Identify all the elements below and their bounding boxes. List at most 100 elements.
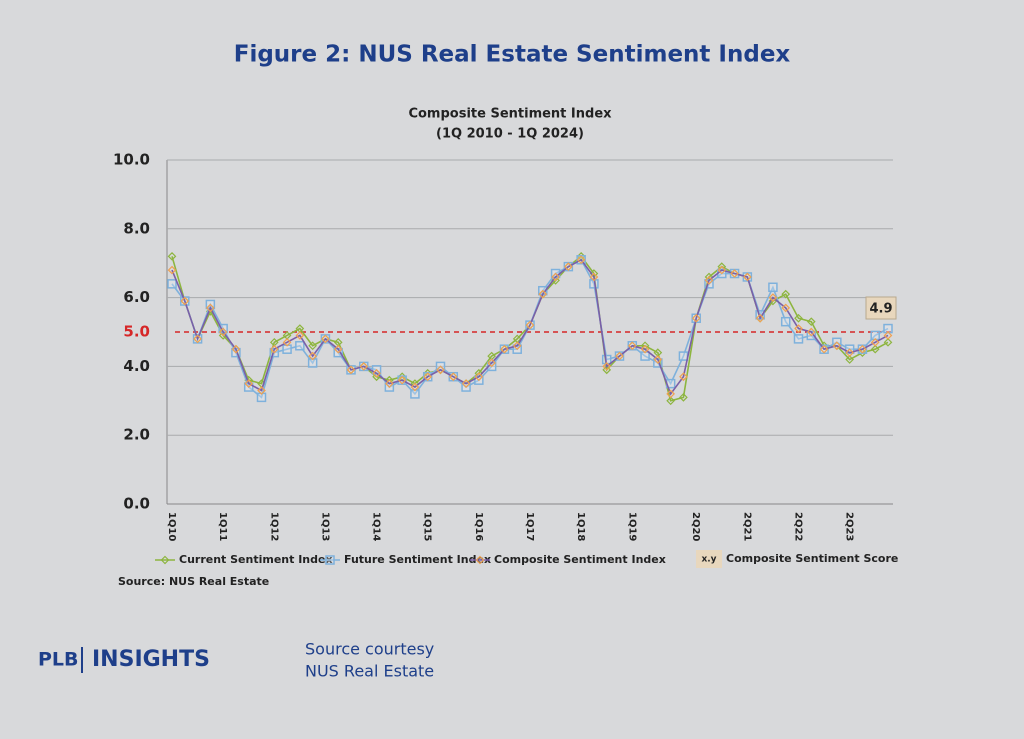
data-point <box>845 355 854 364</box>
data-point <box>372 368 381 378</box>
data-point <box>346 365 356 375</box>
data-point <box>218 327 228 337</box>
data-point <box>602 365 612 375</box>
x-tick-label: 2Q22 <box>793 512 804 541</box>
data-point <box>666 396 675 406</box>
data-point <box>410 382 420 392</box>
data-point <box>167 279 177 289</box>
data-point <box>500 344 509 354</box>
data-point <box>768 293 778 302</box>
data-point <box>691 313 701 323</box>
data-point <box>269 344 279 354</box>
data-point <box>870 337 880 347</box>
data-point <box>487 358 496 368</box>
data-point <box>551 272 560 282</box>
data-point <box>231 344 241 354</box>
data-point <box>781 289 791 299</box>
data-point <box>615 351 624 361</box>
data-point <box>819 344 829 354</box>
data-point <box>308 341 317 351</box>
annotation-box <box>865 296 897 320</box>
data-point <box>461 379 471 388</box>
data-point <box>794 324 803 333</box>
data-point <box>512 341 522 351</box>
x-tick-label: 2Q23 <box>844 512 855 541</box>
data-point <box>794 313 803 323</box>
x-tick-label: 1Q12 <box>268 512 279 541</box>
source-note: Source: NUS Real Estate <box>118 575 269 588</box>
x-tick-label: 1Q18 <box>575 512 586 541</box>
data-point <box>167 251 177 261</box>
data-point <box>576 255 586 265</box>
data-point <box>806 327 816 337</box>
data-point <box>295 331 305 340</box>
data-point <box>679 393 688 402</box>
data-point <box>678 351 689 361</box>
data-point <box>730 269 739 278</box>
legend-label: Future Sentiment Index <box>344 553 491 566</box>
data-point <box>244 379 254 388</box>
y-tick-label: 8.0 <box>123 219 150 237</box>
data-point <box>282 337 292 347</box>
data-point <box>768 282 778 293</box>
credit-line: Source courtesy <box>305 640 434 659</box>
data-point <box>653 355 663 364</box>
data-point <box>858 344 867 354</box>
chart-subtitle: (1Q 2010 - 1Q 2024) <box>436 127 584 142</box>
data-point <box>781 303 791 313</box>
data-point <box>525 320 535 330</box>
legend-marker <box>160 555 170 565</box>
y-tick-label: 4.0 <box>123 357 150 375</box>
x-tick-label: 1Q14 <box>371 512 382 541</box>
credit-line: NUS Real Estate <box>305 662 434 681</box>
y-tick-label: 2.0 <box>123 426 150 444</box>
data-point <box>832 341 842 351</box>
x-tick-label: 1Q16 <box>473 512 484 541</box>
data-point <box>385 379 394 388</box>
data-point <box>793 334 804 344</box>
data-point <box>589 272 599 282</box>
y-tick-label: 0.0 <box>123 495 150 513</box>
page-title: Figure 2: NUS Real Estate Sentiment Inde… <box>234 42 791 68</box>
data-point <box>755 313 765 323</box>
data-point <box>806 317 816 327</box>
data-point <box>538 289 548 299</box>
data-point <box>308 351 317 361</box>
data-point <box>858 348 867 357</box>
data-point <box>564 262 573 271</box>
data-point <box>474 372 484 382</box>
data-point <box>717 265 727 275</box>
legend-box <box>696 550 722 568</box>
data-point <box>167 265 177 275</box>
data-point <box>397 375 407 385</box>
x-tick-label: 1Q17 <box>524 512 535 541</box>
data-point <box>627 341 637 351</box>
data-point <box>436 365 445 375</box>
data-point <box>845 348 854 357</box>
data-point <box>359 362 369 371</box>
y-tick-label: 6.0 <box>123 288 150 306</box>
data-point <box>870 344 880 354</box>
data-point <box>333 344 343 354</box>
data-point <box>180 296 190 306</box>
legend-symbol: x.y <box>701 555 716 565</box>
data-point <box>883 337 893 347</box>
legend-label: Current Sentiment Index <box>179 553 333 566</box>
data-point <box>640 344 650 354</box>
data-point <box>206 303 215 313</box>
x-tick-label: 1Q19 <box>626 512 637 541</box>
x-tick-label: 2Q21 <box>741 512 752 541</box>
data-point <box>743 272 752 282</box>
legend-label: Composite Sentiment Index <box>494 553 666 566</box>
data-point <box>448 372 458 382</box>
legend-marker <box>325 555 335 565</box>
reference-label: 5.0 <box>123 323 150 341</box>
data-point <box>883 331 893 340</box>
brand-right: INSIGHTS <box>92 647 210 672</box>
data-point <box>321 334 330 344</box>
data-point <box>257 386 266 395</box>
legend-marker <box>475 555 485 565</box>
data-point <box>780 316 791 327</box>
y-tick-label: 10.0 <box>113 151 150 169</box>
